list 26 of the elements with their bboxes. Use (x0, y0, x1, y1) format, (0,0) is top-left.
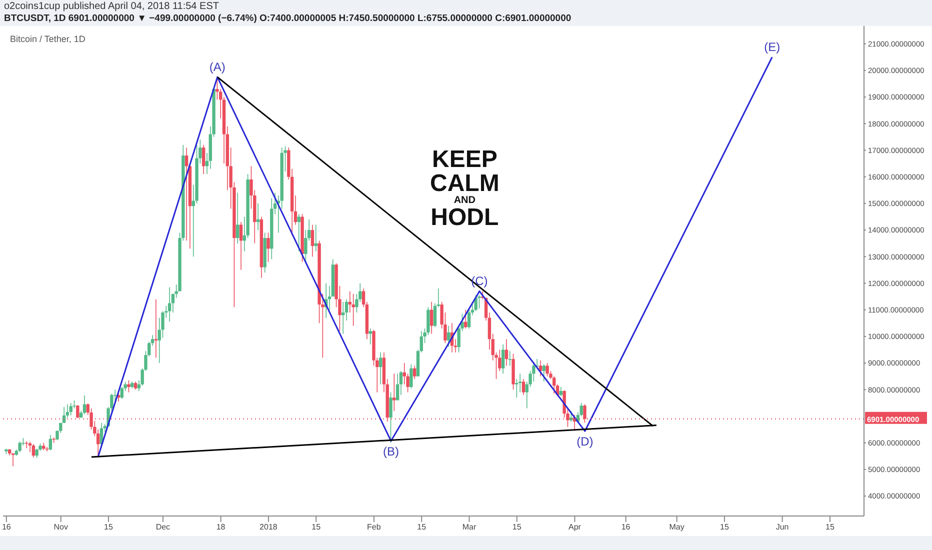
x-tick-label: 15 (826, 522, 835, 532)
x-tick-label: 15 (312, 522, 322, 532)
text: BTCUSDT, 1D 6901.00000000 ▼ −499.00000000 (−6.74%) O:7400.00000005 H:7450.50000000 L:6755.00000000 C:6901.00000000 (4, 13, 572, 24)
annotation: (A) (209, 60, 226, 74)
x-tick-label: Apr (568, 522, 582, 532)
x-tick-label: Mar (462, 522, 476, 532)
text: Bitcoin / Tether, 1D (10, 34, 86, 44)
x-tick-label: 15 (417, 522, 427, 532)
annotation: KEEP CALM AND HODL (430, 146, 500, 231)
x-tick-label: Feb (367, 522, 382, 532)
x-tick-label: Jun (776, 522, 789, 532)
text: o2coins1cup published April 04, 2018 11:54 EST (4, 1, 219, 12)
x-tick-label: 15 (720, 522, 730, 532)
x-tick-label: 16 (621, 522, 631, 532)
x-tick-label: 15 (104, 522, 114, 532)
x-tick-label: Dec (156, 522, 170, 532)
x-tick-label: 15 (512, 522, 522, 532)
x-tick-label: 18 (216, 522, 226, 532)
x-tick-label: May (669, 522, 684, 532)
annotation: (D) (576, 434, 594, 449)
annotation: (B) (382, 444, 399, 459)
x-tick-label: 16 (2, 522, 12, 532)
annotation: (C) (471, 274, 488, 288)
annotation: (E) (764, 40, 780, 54)
x-tick-label: 2018 (260, 522, 278, 532)
x-tick-label: Nov (54, 522, 68, 532)
